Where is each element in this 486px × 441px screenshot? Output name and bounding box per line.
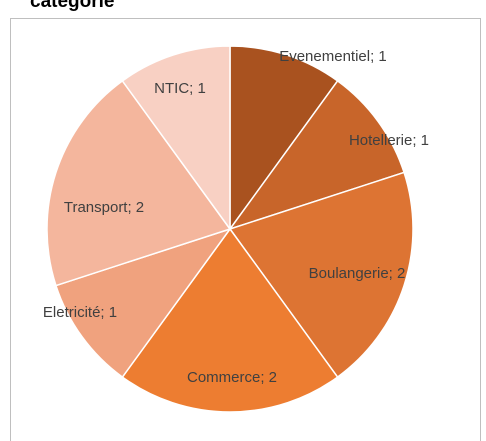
pie-slice [228, 79, 405, 231]
data-label: Commerce; 2 [187, 369, 277, 386]
data-label: Eletricité; 1 [43, 304, 117, 321]
data-label: NTIC; 1 [154, 80, 206, 97]
pie-slice [121, 227, 339, 413]
pie-slice [121, 45, 231, 232]
data-label: Boulangerie; 2 [309, 265, 406, 282]
pie-slice [46, 79, 232, 287]
pie-slice [55, 227, 232, 379]
pie-slice [228, 171, 414, 379]
data-label: Evenementiel; 1 [279, 48, 387, 65]
data-label: Hotellerie; 1 [349, 132, 429, 149]
chart-title: catégorie [30, 0, 114, 12]
pie-slice [229, 45, 339, 232]
data-label: Transport; 2 [64, 199, 144, 216]
